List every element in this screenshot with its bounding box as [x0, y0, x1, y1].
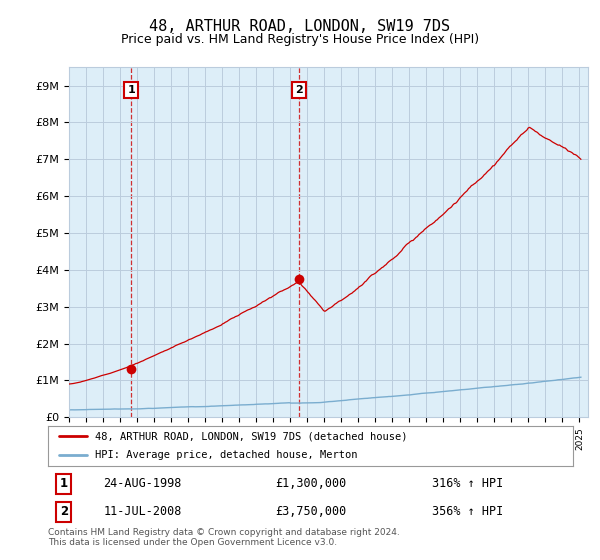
Text: 356% ↑ HPI: 356% ↑ HPI — [433, 505, 503, 519]
Text: Price paid vs. HM Land Registry's House Price Index (HPI): Price paid vs. HM Land Registry's House … — [121, 32, 479, 46]
Text: HPI: Average price, detached house, Merton: HPI: Average price, detached house, Mert… — [95, 450, 358, 460]
Text: 1: 1 — [127, 85, 135, 95]
Text: 48, ARTHUR ROAD, LONDON, SW19 7DS (detached house): 48, ARTHUR ROAD, LONDON, SW19 7DS (detac… — [95, 432, 408, 441]
Text: 2: 2 — [295, 85, 303, 95]
Text: 24-AUG-1998: 24-AUG-1998 — [103, 477, 182, 490]
Text: 2: 2 — [59, 505, 68, 519]
Text: 11-JUL-2008: 11-JUL-2008 — [103, 505, 182, 519]
Text: Contains HM Land Registry data © Crown copyright and database right 2024.
This d: Contains HM Land Registry data © Crown c… — [48, 528, 400, 547]
Text: £3,750,000: £3,750,000 — [275, 505, 346, 519]
Text: £1,300,000: £1,300,000 — [275, 477, 346, 490]
Text: 1: 1 — [59, 477, 68, 490]
Text: 48, ARTHUR ROAD, LONDON, SW19 7DS: 48, ARTHUR ROAD, LONDON, SW19 7DS — [149, 19, 451, 34]
Text: 316% ↑ HPI: 316% ↑ HPI — [433, 477, 503, 490]
